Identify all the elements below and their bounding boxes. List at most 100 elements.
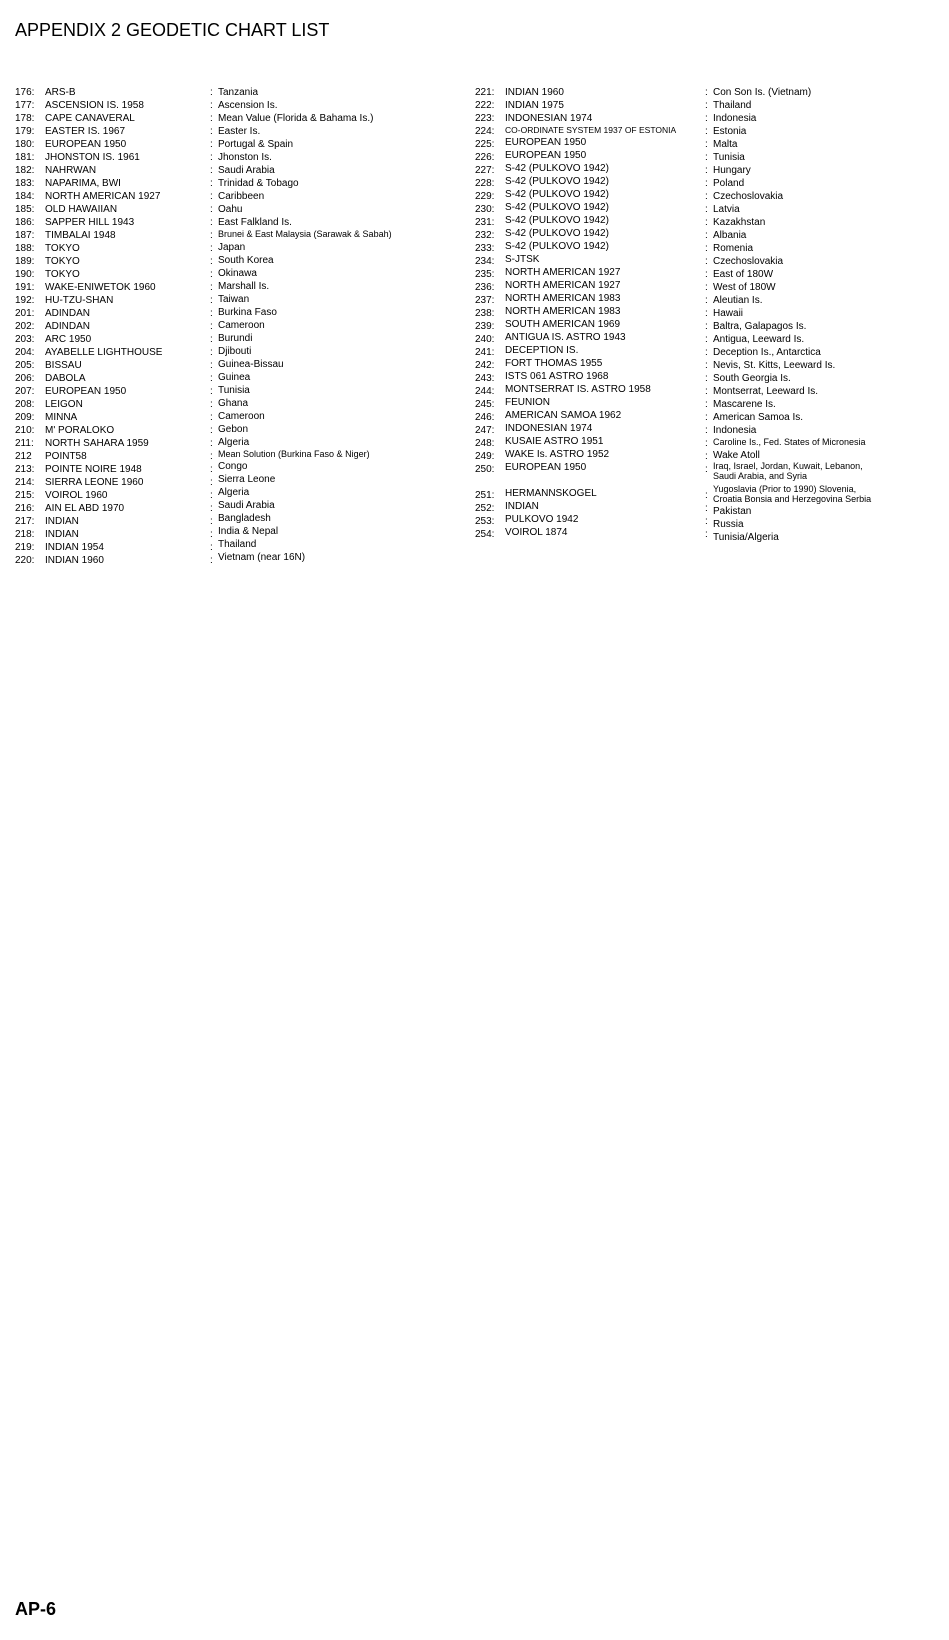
page-footer: AP-6	[15, 1599, 56, 1620]
chart-region: Djibouti	[218, 345, 475, 358]
chart-region: Sierra Leone	[218, 473, 475, 486]
colon-separator: :	[705, 463, 713, 476]
chart-region: Vietnam (near 16N)	[218, 551, 475, 564]
chart-region: Caroline Is., Fed. States of Micronesia	[713, 437, 934, 449]
chart-name: NORTH AMERICAN 1983	[505, 305, 705, 318]
chart-name: FEUNION	[505, 396, 705, 409]
chart-name: S-42 (PULKOVO 1942)	[505, 227, 705, 240]
chart-code: 228:	[475, 177, 505, 190]
chart-region: Ascension Is.	[218, 99, 475, 112]
chart-name: ADINDAN	[45, 320, 210, 333]
colon-separator: :	[705, 255, 713, 268]
chart-code: 249:	[475, 450, 505, 463]
chart-region: Tunisia	[713, 151, 934, 164]
colon-separator: :	[705, 125, 713, 138]
colon-separator: :	[210, 112, 218, 125]
colon-separator: :	[705, 450, 713, 463]
colon-separator: :	[705, 86, 713, 99]
chart-code: 219:	[15, 541, 45, 554]
chart-code: 217:	[15, 515, 45, 528]
colon-separator: :	[705, 177, 713, 190]
chart-region: West of 180W	[713, 281, 934, 294]
chart-region: Thailand	[713, 99, 934, 112]
chart-code: 220:	[15, 554, 45, 567]
colon-separator: :	[705, 190, 713, 203]
colon-separator: :	[705, 385, 713, 398]
chart-region: Malta	[713, 138, 934, 151]
chart-code: 183:	[15, 177, 45, 190]
chart-name: LEIGON	[45, 398, 210, 411]
colon-separator: :	[705, 502, 713, 515]
chart-name: EUROPEAN 1950	[505, 149, 705, 162]
chart-name: ANTIGUA IS. ASTRO 1943	[505, 331, 705, 344]
colon-separator: :	[210, 125, 218, 138]
colon-separator: :	[210, 424, 218, 437]
colon-separator: :	[705, 489, 713, 502]
chart-code: 236:	[475, 281, 505, 294]
colon-separator: :	[705, 307, 713, 320]
chart-region: Montserrat, Leeward Is.	[713, 385, 934, 398]
chart-name: DABOLA	[45, 372, 210, 385]
chart-name: DECEPTION IS.	[505, 344, 705, 357]
chart-code: 201:	[15, 307, 45, 320]
chart-region: Mean Value (Florida & Bahama Is.)	[218, 112, 475, 125]
chart-name: WAKE Is. ASTRO 1952	[505, 448, 705, 461]
chart-region: Estonia	[713, 125, 934, 138]
colon-separator: :	[705, 229, 713, 242]
chart-region: Portugal & Spain	[218, 138, 475, 151]
chart-code: 235:	[475, 268, 505, 281]
chart-name: S-42 (PULKOVO 1942)	[505, 201, 705, 214]
chart-name: ADINDAN	[45, 307, 210, 320]
chart-code: 176:	[15, 86, 45, 99]
chart-region: Guinea-Bissau	[218, 358, 475, 371]
chart-name: POINTE NOIRE 1948	[45, 463, 210, 476]
colon-separator: :	[705, 268, 713, 281]
chart-name: S-JTSK	[505, 253, 705, 266]
chart-region: Tanzania	[218, 86, 475, 99]
chart-region: Baltra, Galapagos Is.	[713, 320, 934, 333]
chart-region: Mascarene Is.	[713, 398, 934, 411]
chart-name: INDIAN 1975	[505, 99, 705, 112]
chart-name: SIERRA LEONE 1960	[45, 476, 210, 489]
chart-region: Thailand	[218, 538, 475, 551]
colon-separator: :	[705, 203, 713, 216]
chart-code: 242:	[475, 359, 505, 372]
chart-region: South Georgia Is.	[713, 372, 934, 385]
colon-separator: :	[210, 450, 218, 463]
chart-region: Bangladesh	[218, 512, 475, 525]
chart-region: Romenia	[713, 242, 934, 255]
chart-region: Taiwan	[218, 293, 475, 306]
colon-separator: :	[705, 294, 713, 307]
chart-code: 245:	[475, 398, 505, 411]
chart-name: TOKYO	[45, 242, 210, 255]
chart-name: MINNA	[45, 411, 210, 424]
chart-code: 204:	[15, 346, 45, 359]
chart-region: Antigua, Leeward Is.	[713, 333, 934, 346]
colon-separator: :	[210, 177, 218, 190]
colon-separator: :	[210, 320, 218, 333]
colon-separator: :	[210, 255, 218, 268]
colon-separator: :	[705, 151, 713, 164]
chart-code: 216:	[15, 502, 45, 515]
chart-code: 188:	[15, 242, 45, 255]
chart-name: CO-ORDINATE SYSTEM 1937 OF ESTONIA	[505, 125, 705, 136]
colon-separator: :	[705, 528, 713, 541]
colon-separator: :	[210, 476, 218, 489]
colon-separator: :	[210, 398, 218, 411]
chart-code: 243:	[475, 372, 505, 385]
chart-region: Cameroon	[218, 410, 475, 423]
chart-region: Deception Is., Antarctica	[713, 346, 934, 359]
chart-region: East of 180W	[713, 268, 934, 281]
chart-name: CAPE CANAVERAL	[45, 112, 210, 125]
colon-separator: :	[210, 151, 218, 164]
colon-separator: :	[705, 372, 713, 385]
chart-code: 190:	[15, 268, 45, 281]
chart-name: FORT THOMAS 1955	[505, 357, 705, 370]
chart-name: HERMANNSKOGEL	[505, 487, 705, 500]
chart-name: SAPPER HILL 1943	[45, 216, 210, 229]
chart-code: 181:	[15, 151, 45, 164]
chart-region: Oahu	[218, 203, 475, 216]
chart-code: 225:	[475, 138, 505, 151]
colon-separator: :	[210, 242, 218, 255]
chart-name: INDIAN	[45, 515, 210, 528]
